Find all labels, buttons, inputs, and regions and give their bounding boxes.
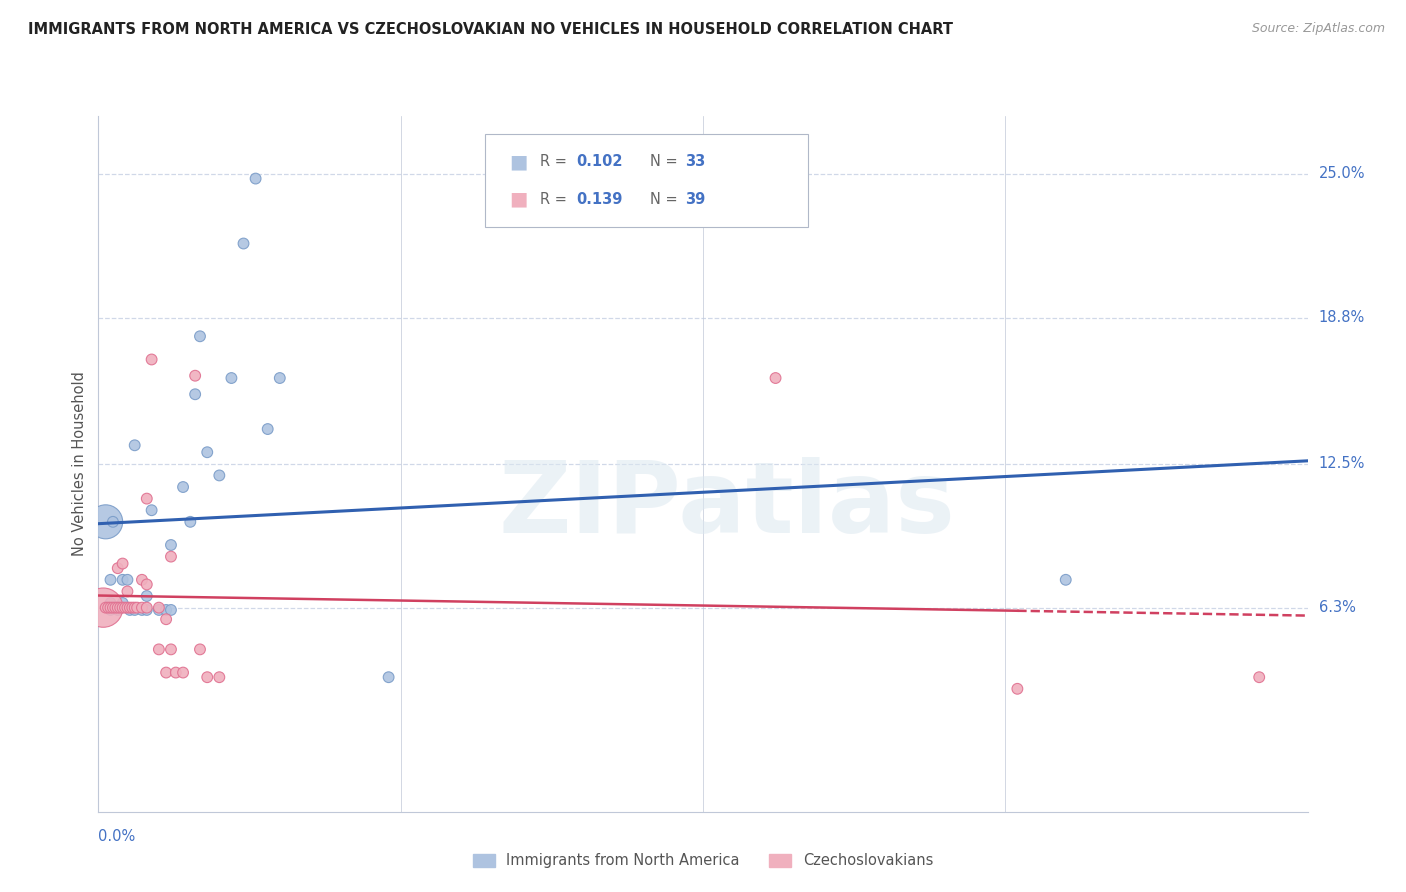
Point	[117, 584, 139, 599]
Point	[100, 573, 122, 587]
Point	[184, 368, 207, 383]
Point	[155, 665, 177, 680]
Point	[172, 665, 194, 680]
Text: 0.0%: 0.0%	[98, 830, 135, 844]
Text: R =: R =	[540, 154, 571, 169]
Point	[91, 600, 114, 615]
Point	[232, 236, 254, 251]
Point	[107, 603, 129, 617]
Point	[141, 352, 163, 367]
Point	[135, 603, 157, 617]
Point	[100, 600, 122, 615]
Point	[135, 577, 157, 591]
Point	[765, 371, 787, 385]
Point	[111, 600, 134, 615]
Point	[221, 371, 243, 385]
Point	[124, 600, 146, 615]
Point	[188, 642, 211, 657]
Point	[131, 573, 153, 587]
Text: ZIPatlas: ZIPatlas	[499, 457, 956, 554]
Point	[208, 468, 231, 483]
Point	[1249, 670, 1271, 684]
Point	[179, 515, 201, 529]
Point	[1007, 681, 1029, 696]
Point	[1054, 573, 1077, 587]
Point	[269, 371, 291, 385]
Text: N =: N =	[650, 154, 682, 169]
Text: 0.102: 0.102	[576, 154, 623, 169]
Point	[97, 600, 120, 615]
Y-axis label: No Vehicles in Household: No Vehicles in Household	[72, 371, 87, 557]
Text: 6.3%: 6.3%	[1319, 600, 1355, 615]
Text: ■: ■	[509, 153, 527, 171]
Point	[141, 503, 163, 517]
Text: N =: N =	[650, 192, 682, 207]
Point	[124, 603, 146, 617]
Point	[117, 600, 139, 615]
Text: R =: R =	[540, 192, 571, 207]
Point	[172, 480, 194, 494]
Text: 39: 39	[685, 192, 704, 207]
Point	[100, 603, 122, 617]
Text: 18.8%: 18.8%	[1319, 310, 1365, 326]
Text: Source: ZipAtlas.com: Source: ZipAtlas.com	[1251, 22, 1385, 36]
Legend: Immigrants from North America, Czechoslovakians: Immigrants from North America, Czechoslo…	[467, 847, 939, 874]
Point	[155, 603, 177, 617]
Point	[208, 670, 231, 684]
Text: 12.5%: 12.5%	[1319, 457, 1365, 471]
Point	[118, 600, 141, 615]
Text: 0.139: 0.139	[576, 192, 623, 207]
Point	[100, 596, 122, 610]
Point	[195, 670, 218, 684]
Point	[117, 573, 139, 587]
Point	[148, 600, 170, 615]
Point	[195, 445, 218, 459]
Point	[131, 600, 153, 615]
Point	[111, 573, 134, 587]
Point	[160, 603, 183, 617]
Point	[94, 600, 117, 615]
Point	[104, 600, 127, 615]
Text: 25.0%: 25.0%	[1319, 167, 1365, 181]
Point	[135, 589, 157, 603]
Point	[108, 600, 131, 615]
Point	[165, 665, 187, 680]
Point	[148, 642, 170, 657]
Point	[148, 603, 170, 617]
Point	[101, 600, 124, 615]
Point	[121, 600, 143, 615]
Point	[114, 600, 136, 615]
Point	[107, 561, 129, 575]
Point	[184, 387, 207, 401]
Point	[94, 515, 117, 529]
Point	[245, 171, 267, 186]
Point	[111, 596, 134, 610]
Point	[160, 549, 183, 564]
Text: 33: 33	[685, 154, 704, 169]
Point	[135, 491, 157, 506]
Point	[127, 600, 149, 615]
Point	[101, 515, 124, 529]
Point	[111, 557, 134, 571]
Point	[377, 670, 399, 684]
Point	[256, 422, 278, 436]
Point	[107, 600, 129, 615]
Point	[124, 438, 146, 452]
Point	[131, 603, 153, 617]
Point	[118, 603, 141, 617]
Point	[135, 600, 157, 615]
Text: IMMIGRANTS FROM NORTH AMERICA VS CZECHOSLOVAKIAN NO VEHICLES IN HOUSEHOLD CORREL: IMMIGRANTS FROM NORTH AMERICA VS CZECHOS…	[28, 22, 953, 37]
Point	[155, 612, 177, 626]
Text: ■: ■	[509, 190, 527, 209]
Point	[160, 642, 183, 657]
Point	[188, 329, 211, 343]
Point	[160, 538, 183, 552]
